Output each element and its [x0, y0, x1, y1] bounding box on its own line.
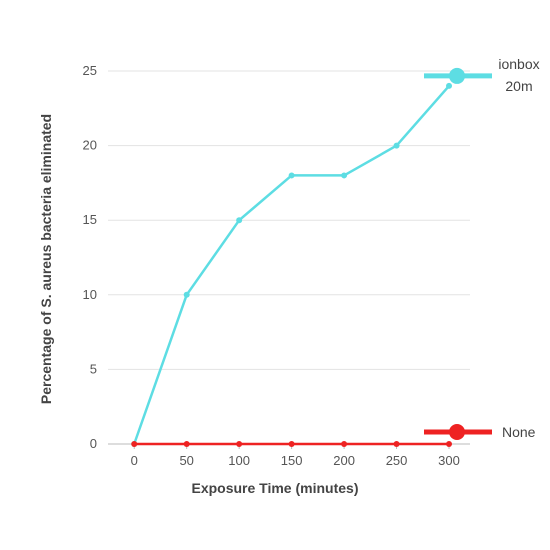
series	[131, 82, 453, 447]
series-0-point-300	[446, 82, 453, 89]
series-0-point-100	[236, 217, 243, 224]
legend-label-0-line-1: 20m	[505, 78, 532, 94]
grid-lines	[108, 70, 470, 370]
y-axis-title: Percentage of S. aureus bacteria elimina…	[38, 114, 54, 404]
x-tick-label-150: 150	[281, 453, 303, 468]
y-tick-label-15: 15	[83, 212, 97, 227]
series-1-point-200	[341, 441, 348, 447]
x-axis-title: Exposure Time (minutes)	[191, 480, 358, 496]
x-tick-label-0: 0	[131, 453, 138, 468]
legend-label-0: ionbox 20m	[498, 56, 539, 94]
legend-swatch-marker-1	[449, 424, 465, 440]
legend-swatch-marker-0	[449, 67, 465, 84]
legend-label-0-line-0: ionbox	[498, 56, 539, 72]
series-1-point-250	[393, 441, 400, 447]
series-1-point-300	[446, 441, 453, 447]
y-tick-label-10: 10	[83, 287, 97, 302]
legend-label-1: None	[502, 424, 536, 440]
series-0-point-200	[341, 172, 348, 179]
y-tick-label-0: 0	[90, 436, 97, 451]
x-tick-label-200: 200	[333, 453, 355, 468]
series-0-point-50	[183, 291, 190, 298]
series-0-point-150	[288, 172, 295, 179]
series-1-point-50	[183, 441, 190, 447]
x-tick-label-50: 50	[179, 453, 193, 468]
series-1-point-100	[236, 441, 243, 447]
x-tick-label-300: 300	[438, 453, 460, 468]
y-tick-label-20: 20	[83, 138, 97, 153]
series-line-0	[132, 84, 451, 446]
x-tick-label-250: 250	[386, 453, 408, 468]
series-1-point-150	[288, 441, 295, 447]
series-1-point-0	[131, 441, 138, 447]
series-0-point-250	[393, 142, 400, 149]
y-tick-label-25: 25	[83, 63, 97, 78]
y-tick-label-5: 5	[90, 361, 97, 376]
legend: ionbox 20m None	[424, 56, 540, 440]
x-tick-label-100: 100	[228, 453, 250, 468]
